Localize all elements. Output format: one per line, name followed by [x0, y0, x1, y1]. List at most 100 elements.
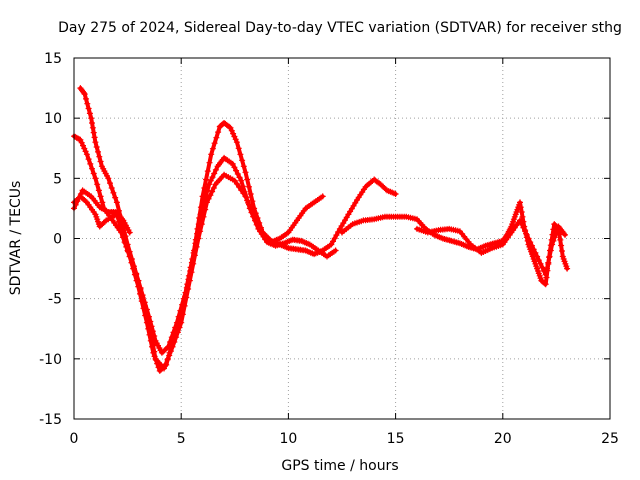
data-point — [89, 124, 96, 131]
data-point — [190, 260, 197, 267]
data-point — [204, 168, 211, 175]
data-point — [113, 199, 120, 206]
data-point — [128, 259, 135, 266]
data-point — [252, 217, 259, 223]
data-point — [195, 235, 202, 242]
data-point — [211, 140, 218, 147]
data-point — [231, 164, 238, 171]
data-point — [164, 356, 171, 363]
data-point — [258, 226, 264, 233]
data-point — [237, 151, 244, 158]
data-point — [74, 198, 81, 205]
data-point — [169, 343, 176, 350]
y-tick-label: 10 — [44, 111, 62, 127]
data-point — [233, 167, 240, 174]
y-tick-label: -15 — [39, 412, 62, 428]
data-point — [95, 187, 102, 194]
data-point — [148, 334, 155, 341]
data-point — [520, 224, 527, 231]
data-point — [254, 220, 261, 227]
data-point — [240, 163, 247, 170]
data-point — [242, 193, 249, 200]
data-point — [85, 156, 92, 163]
data-point — [205, 195, 212, 202]
data-point — [141, 302, 148, 309]
data-point — [247, 205, 254, 212]
data-point — [392, 191, 399, 197]
data-point — [82, 148, 89, 155]
data-point — [232, 136, 239, 143]
data-point — [135, 277, 142, 284]
data-point — [249, 198, 256, 205]
data-point — [226, 123, 233, 130]
data-point — [517, 199, 523, 206]
data-point — [161, 365, 167, 372]
grid — [74, 58, 610, 419]
data-point — [332, 247, 339, 254]
data-point — [76, 136, 83, 143]
data-point — [518, 221, 525, 228]
data-point — [202, 206, 209, 213]
data-point — [246, 201, 252, 208]
data-point — [181, 302, 188, 309]
data-point — [537, 260, 544, 267]
data-point — [203, 199, 210, 206]
data-point — [227, 124, 234, 131]
data-point — [122, 240, 129, 247]
data-point — [178, 319, 185, 326]
data-point — [557, 236, 564, 243]
data-point — [547, 247, 554, 254]
data-point — [76, 194, 83, 201]
data-point — [116, 218, 122, 225]
data-point — [558, 242, 565, 249]
data-point — [231, 133, 238, 140]
data-point — [209, 145, 216, 152]
data-point — [179, 311, 186, 318]
data-point — [171, 339, 178, 345]
data-point — [228, 127, 235, 134]
data-point — [83, 151, 90, 158]
y-tick-label: 0 — [53, 232, 62, 248]
data-point — [209, 188, 216, 195]
data-point — [89, 120, 95, 126]
series-track-d — [71, 187, 133, 236]
data-point — [207, 177, 214, 184]
data-point — [529, 242, 535, 249]
data-point — [236, 184, 243, 190]
data-point — [333, 232, 340, 239]
data-point — [203, 176, 210, 183]
data-point — [251, 213, 258, 220]
data-point — [84, 100, 91, 107]
data-point — [90, 170, 97, 177]
data-point — [319, 193, 326, 200]
data-point — [551, 234, 558, 241]
data-point — [212, 166, 219, 173]
data-point — [185, 286, 192, 292]
data-point — [91, 134, 98, 141]
y-tick-label: 15 — [44, 51, 62, 67]
data-point — [545, 259, 552, 266]
data-point — [542, 281, 549, 288]
data-point — [92, 175, 99, 182]
data-point — [166, 352, 173, 359]
data-point — [330, 238, 336, 245]
data-point — [139, 294, 146, 301]
data-point — [546, 253, 553, 260]
data-point — [198, 221, 205, 228]
data-point — [118, 225, 125, 232]
data-point — [173, 334, 180, 341]
data-point — [207, 192, 214, 199]
data-point — [331, 235, 338, 242]
data-point — [542, 271, 549, 278]
x-tick-label: 20 — [494, 431, 512, 447]
data-point — [518, 209, 525, 215]
data-point — [124, 247, 131, 254]
data-point — [239, 157, 246, 164]
data-point — [105, 175, 112, 182]
data-point — [110, 189, 117, 196]
data-point — [107, 180, 113, 187]
data-point — [90, 129, 97, 136]
data-point — [206, 181, 213, 188]
data-point — [86, 110, 93, 117]
